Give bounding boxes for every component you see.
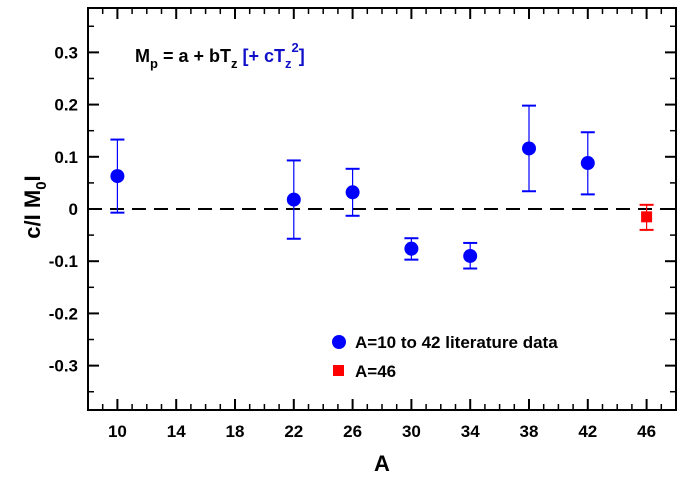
- data-point-circle: [345, 185, 360, 200]
- y-tick-label: 0.3: [54, 43, 78, 62]
- x-tick-label: 18: [226, 422, 245, 441]
- formula-bracket-term: [+ cTz2]: [237, 40, 304, 71]
- legend-label-a46: A=46: [355, 362, 396, 381]
- data-points: [110, 104, 654, 270]
- y-tick-label: 0.1: [54, 148, 78, 167]
- formula-sub-z: z: [231, 56, 238, 71]
- legend-label-literature: A=10 to 42 literature data: [355, 333, 558, 352]
- x-tick-label: 38: [520, 422, 539, 441]
- formula-bracket-close: ]: [299, 46, 305, 66]
- x-tick-label: 26: [343, 422, 362, 441]
- y-tick-label: -0.3: [49, 357, 78, 376]
- x-tick-label: 30: [402, 422, 421, 441]
- formula-bracket-open: [+ cT: [237, 46, 285, 66]
- x-tick-label: 14: [167, 422, 186, 441]
- x-axis-label: A: [374, 451, 390, 476]
- formula-m: M: [135, 46, 150, 66]
- x-tick-label: 34: [461, 422, 480, 441]
- data-point-circle: [522, 141, 536, 156]
- legend-marker-circle: [332, 335, 346, 349]
- data-point-circle: [580, 156, 595, 171]
- axis-ticks: 10 14 18 22 26 30 34 38 42 46 -0.3 -0.2 -0.1 0 0.1 0.2 0…: [49, 8, 677, 441]
- data-point-circle: [404, 241, 419, 256]
- y-tick-label: -0.1: [49, 252, 78, 271]
- y-tick-label: 0.2: [54, 96, 78, 115]
- formula-bracket-exponent: 2: [292, 40, 299, 55]
- formula-annotation: Mp = a + bTz [+ cTz2]: [135, 40, 305, 71]
- x-tick-label: 46: [637, 422, 656, 441]
- x-tick-label: 22: [284, 422, 303, 441]
- formula-main: Mp = a + bTz: [135, 46, 238, 71]
- y-tick-label: 0: [69, 200, 78, 219]
- y-axis-label-end: I: [20, 175, 45, 181]
- legend: A=10 to 42 literature data A=46: [332, 333, 558, 381]
- data-point-circle: [463, 248, 478, 263]
- y-axis-label-subscript: 0: [33, 181, 50, 189]
- x-tick-label: 42: [578, 422, 597, 441]
- y-axis-label-main: c/I M: [20, 190, 45, 239]
- y-tick-label: -0.2: [49, 304, 78, 323]
- data-point-circle: [286, 192, 301, 207]
- x-tick-label: 10: [108, 422, 127, 441]
- formula-equation: = a + bT: [158, 46, 231, 66]
- data-point-square: [641, 211, 653, 223]
- formula-bracket-sub-z: z: [285, 56, 292, 71]
- formula-sub-p: p: [150, 56, 158, 71]
- data-point-circle: [110, 169, 125, 184]
- legend-marker-square: [333, 365, 344, 376]
- y-axis-label: c/I M0I: [20, 175, 50, 238]
